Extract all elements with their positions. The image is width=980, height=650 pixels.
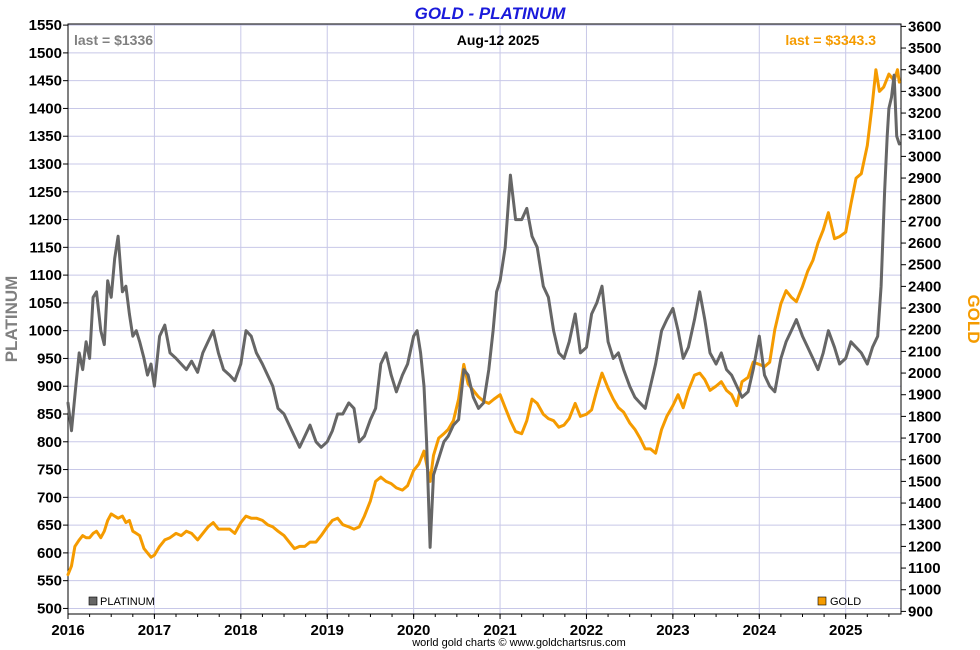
left-tick-label: 1550 [29, 17, 62, 34]
x-tick-label: 2020 [397, 622, 430, 639]
x-tick-label: 2016 [51, 622, 84, 639]
gold-last-price: last = $3343.3 [785, 32, 876, 48]
legend-label-platinum: PLATINUM [100, 596, 155, 608]
date-label: Aug-12 2025 [457, 32, 540, 48]
left-tick-label: 1050 [29, 295, 62, 312]
right-tick-label: 3200 [908, 105, 941, 122]
right-tick-label: 1500 [908, 473, 941, 490]
x-tick-label: 2025 [829, 622, 862, 639]
left-tick-label: 700 [37, 489, 62, 506]
right-axis-label: GOLD [964, 294, 980, 343]
right-tick-label: 1100 [908, 560, 941, 577]
x-tick-label: 2019 [311, 622, 344, 639]
left-tick-label: 1450 [29, 73, 62, 90]
right-tick-label: 3000 [908, 148, 941, 165]
right-tick-label: 2100 [908, 343, 941, 360]
left-tick-label: 1250 [29, 184, 62, 201]
right-tick-label: 2000 [908, 365, 941, 382]
right-tick-label: 3300 [908, 83, 941, 100]
x-tick-label: 2023 [656, 622, 689, 639]
left-tick-label: 600 [37, 545, 62, 562]
right-axis-ticks: 900 1000 1100 1200 1300 1400 1500 1600 1700 1800 1… [901, 18, 941, 620]
gridlines [67, 24, 901, 614]
right-tick-label: 1900 [908, 387, 941, 404]
right-tick-label: 1800 [908, 408, 941, 425]
left-tick-label: 1000 [29, 323, 62, 340]
right-tick-label: 2500 [908, 257, 941, 274]
left-tick-label: 650 [37, 517, 62, 534]
right-tick-label: 3600 [908, 18, 941, 35]
x-tick-label: 2018 [224, 622, 257, 639]
chart-title: GOLD - PLATINUM [415, 4, 567, 23]
right-tick-label: 3500 [908, 40, 941, 57]
source-credit: world gold charts © www.goldchartsrus.co… [411, 637, 626, 649]
left-axis-ticks: 500 550 600 650 700 750 800 850 900 950 1000 1050 11… [29, 17, 68, 617]
x-tick-label: 2017 [138, 622, 171, 639]
plot-frame [67, 23, 902, 615]
right-tick-label: 2300 [908, 300, 941, 317]
right-tick-label: 2900 [908, 170, 941, 187]
right-tick-label: 2200 [908, 322, 941, 339]
right-tick-label: 1600 [908, 452, 941, 469]
right-tick-label: 3400 [908, 62, 941, 79]
legend-swatch-platinum [88, 596, 98, 606]
x-tick-label: 2024 [743, 622, 777, 639]
left-tick-label: 1350 [29, 128, 62, 145]
left-tick-label: 800 [37, 434, 62, 451]
platinum-last-price: last = $1336 [74, 32, 153, 48]
right-tick-label: 900 [908, 603, 933, 620]
left-tick-label: 750 [37, 462, 62, 479]
right-tick-label: 1400 [908, 495, 941, 512]
left-tick-label: 850 [37, 406, 62, 423]
right-tick-label: 1700 [908, 430, 941, 447]
left-tick-label: 500 [37, 600, 62, 617]
right-tick-label: 3100 [908, 127, 941, 144]
x-tick-label: 2022 [570, 622, 603, 639]
right-tick-label: 2800 [908, 192, 941, 209]
left-tick-label: 1300 [29, 156, 62, 173]
x-tick-label: 2021 [483, 622, 516, 639]
left-tick-label: 950 [37, 350, 62, 367]
right-tick-label: 1000 [908, 582, 941, 599]
left-tick-label: 1400 [29, 100, 62, 117]
right-tick-label: 1300 [908, 517, 941, 534]
left-tick-label: 550 [37, 573, 62, 590]
x-axis-ticks: 2016 2017 2018 2019 2020 2021 2022 2023 2024 2025 [51, 614, 890, 639]
right-tick-label: 2600 [908, 235, 941, 252]
series-line-platinum [66, 73, 901, 549]
left-tick-label: 900 [37, 378, 62, 395]
right-tick-label: 2700 [908, 213, 941, 230]
left-tick-label: 1500 [29, 45, 62, 62]
left-tick-label: 1100 [29, 267, 62, 284]
right-tick-label: 1200 [908, 538, 941, 555]
right-tick-label: 2400 [908, 278, 941, 295]
left-axis-label: PLATINUM [2, 276, 21, 363]
left-tick-label: 1200 [29, 212, 62, 229]
series-lines [66, 68, 901, 577]
legend-label-gold: GOLD [830, 596, 861, 608]
left-tick-label: 1150 [29, 239, 62, 256]
legend-swatch-gold [817, 596, 827, 606]
